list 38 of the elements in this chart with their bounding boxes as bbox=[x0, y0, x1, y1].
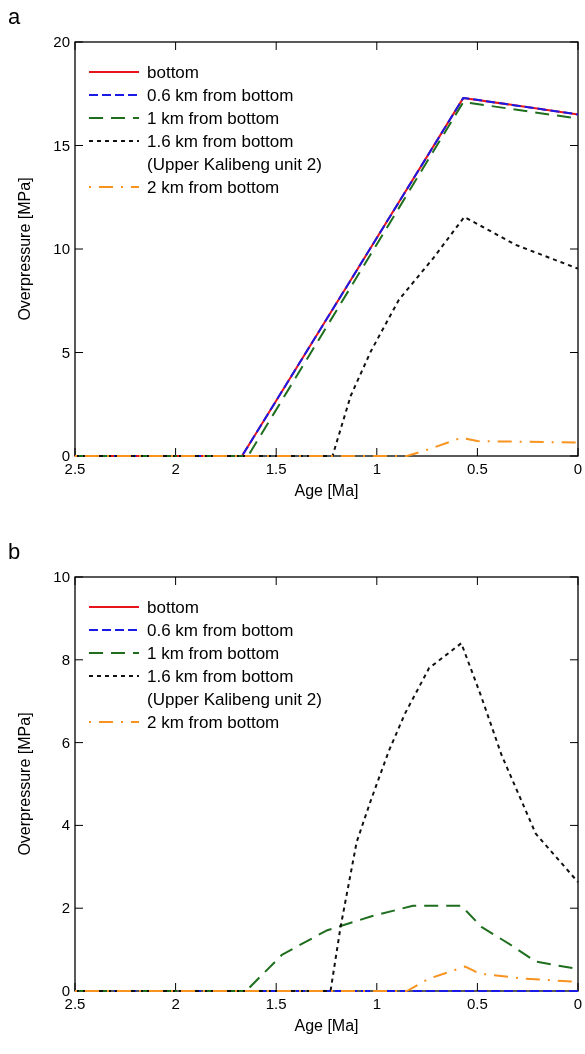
x-axis-title: Age [Ma] bbox=[294, 1017, 359, 1034]
y-tick-label: 8 bbox=[61, 650, 70, 668]
legend-label: 0.6 km from bottom bbox=[147, 621, 294, 640]
x-tick-label: 2 bbox=[171, 995, 180, 1012]
x-tick-label: 1 bbox=[372, 460, 381, 477]
y-tick-label: 6 bbox=[61, 733, 70, 751]
line-series bbox=[74, 436, 579, 457]
x-tick-label: 1 bbox=[372, 995, 381, 1012]
legend-label: bottom bbox=[147, 63, 199, 82]
line-series bbox=[74, 215, 579, 457]
legend-label: 2 km from bottom bbox=[147, 178, 280, 197]
x-tick-label: 1.5 bbox=[265, 460, 287, 477]
x-tick-label: 2 bbox=[171, 460, 180, 477]
x-tick-label: 0.5 bbox=[466, 460, 488, 477]
y-tick-label: 10 bbox=[53, 240, 70, 257]
y-tick-label: 20 bbox=[53, 33, 70, 50]
y-axis-title: Overpressure [MPa] bbox=[16, 177, 33, 321]
y-tick-label: 4 bbox=[61, 816, 70, 834]
y-tick-label: 10 bbox=[53, 568, 70, 585]
chart-title: b bbox=[8, 539, 21, 564]
x-axis-title: Age [Ma] bbox=[294, 482, 359, 499]
line-series bbox=[74, 642, 579, 992]
y-tick-label: 2 bbox=[61, 899, 70, 917]
chart-title: a bbox=[8, 4, 21, 29]
y-tick-label: 5 bbox=[61, 343, 70, 361]
legend-label: 1.6 km from bottom (Upper Kalibeng unit 2) bbox=[147, 132, 322, 174]
legend-label: 1 km from bottom bbox=[147, 644, 280, 663]
y-tick-label: 15 bbox=[53, 136, 70, 154]
x-tick-label: 0.5 bbox=[466, 995, 488, 1012]
legend-label: bottom bbox=[147, 598, 199, 617]
x-tick-label: 0 bbox=[573, 460, 583, 477]
legend-label: 1 km from bottom bbox=[147, 109, 280, 128]
y-axis-title: Overpressure [MPa] bbox=[16, 712, 33, 856]
legend-label: 1.6 km from bottom (Upper Kalibeng unit 2) bbox=[147, 667, 322, 709]
x-tick-label: 0 bbox=[573, 995, 583, 1012]
x-tick-label: 1.5 bbox=[265, 995, 287, 1012]
legend-label: 0.6 km from bottom bbox=[147, 86, 294, 105]
legend-label: 2 km from bottom bbox=[147, 713, 280, 732]
